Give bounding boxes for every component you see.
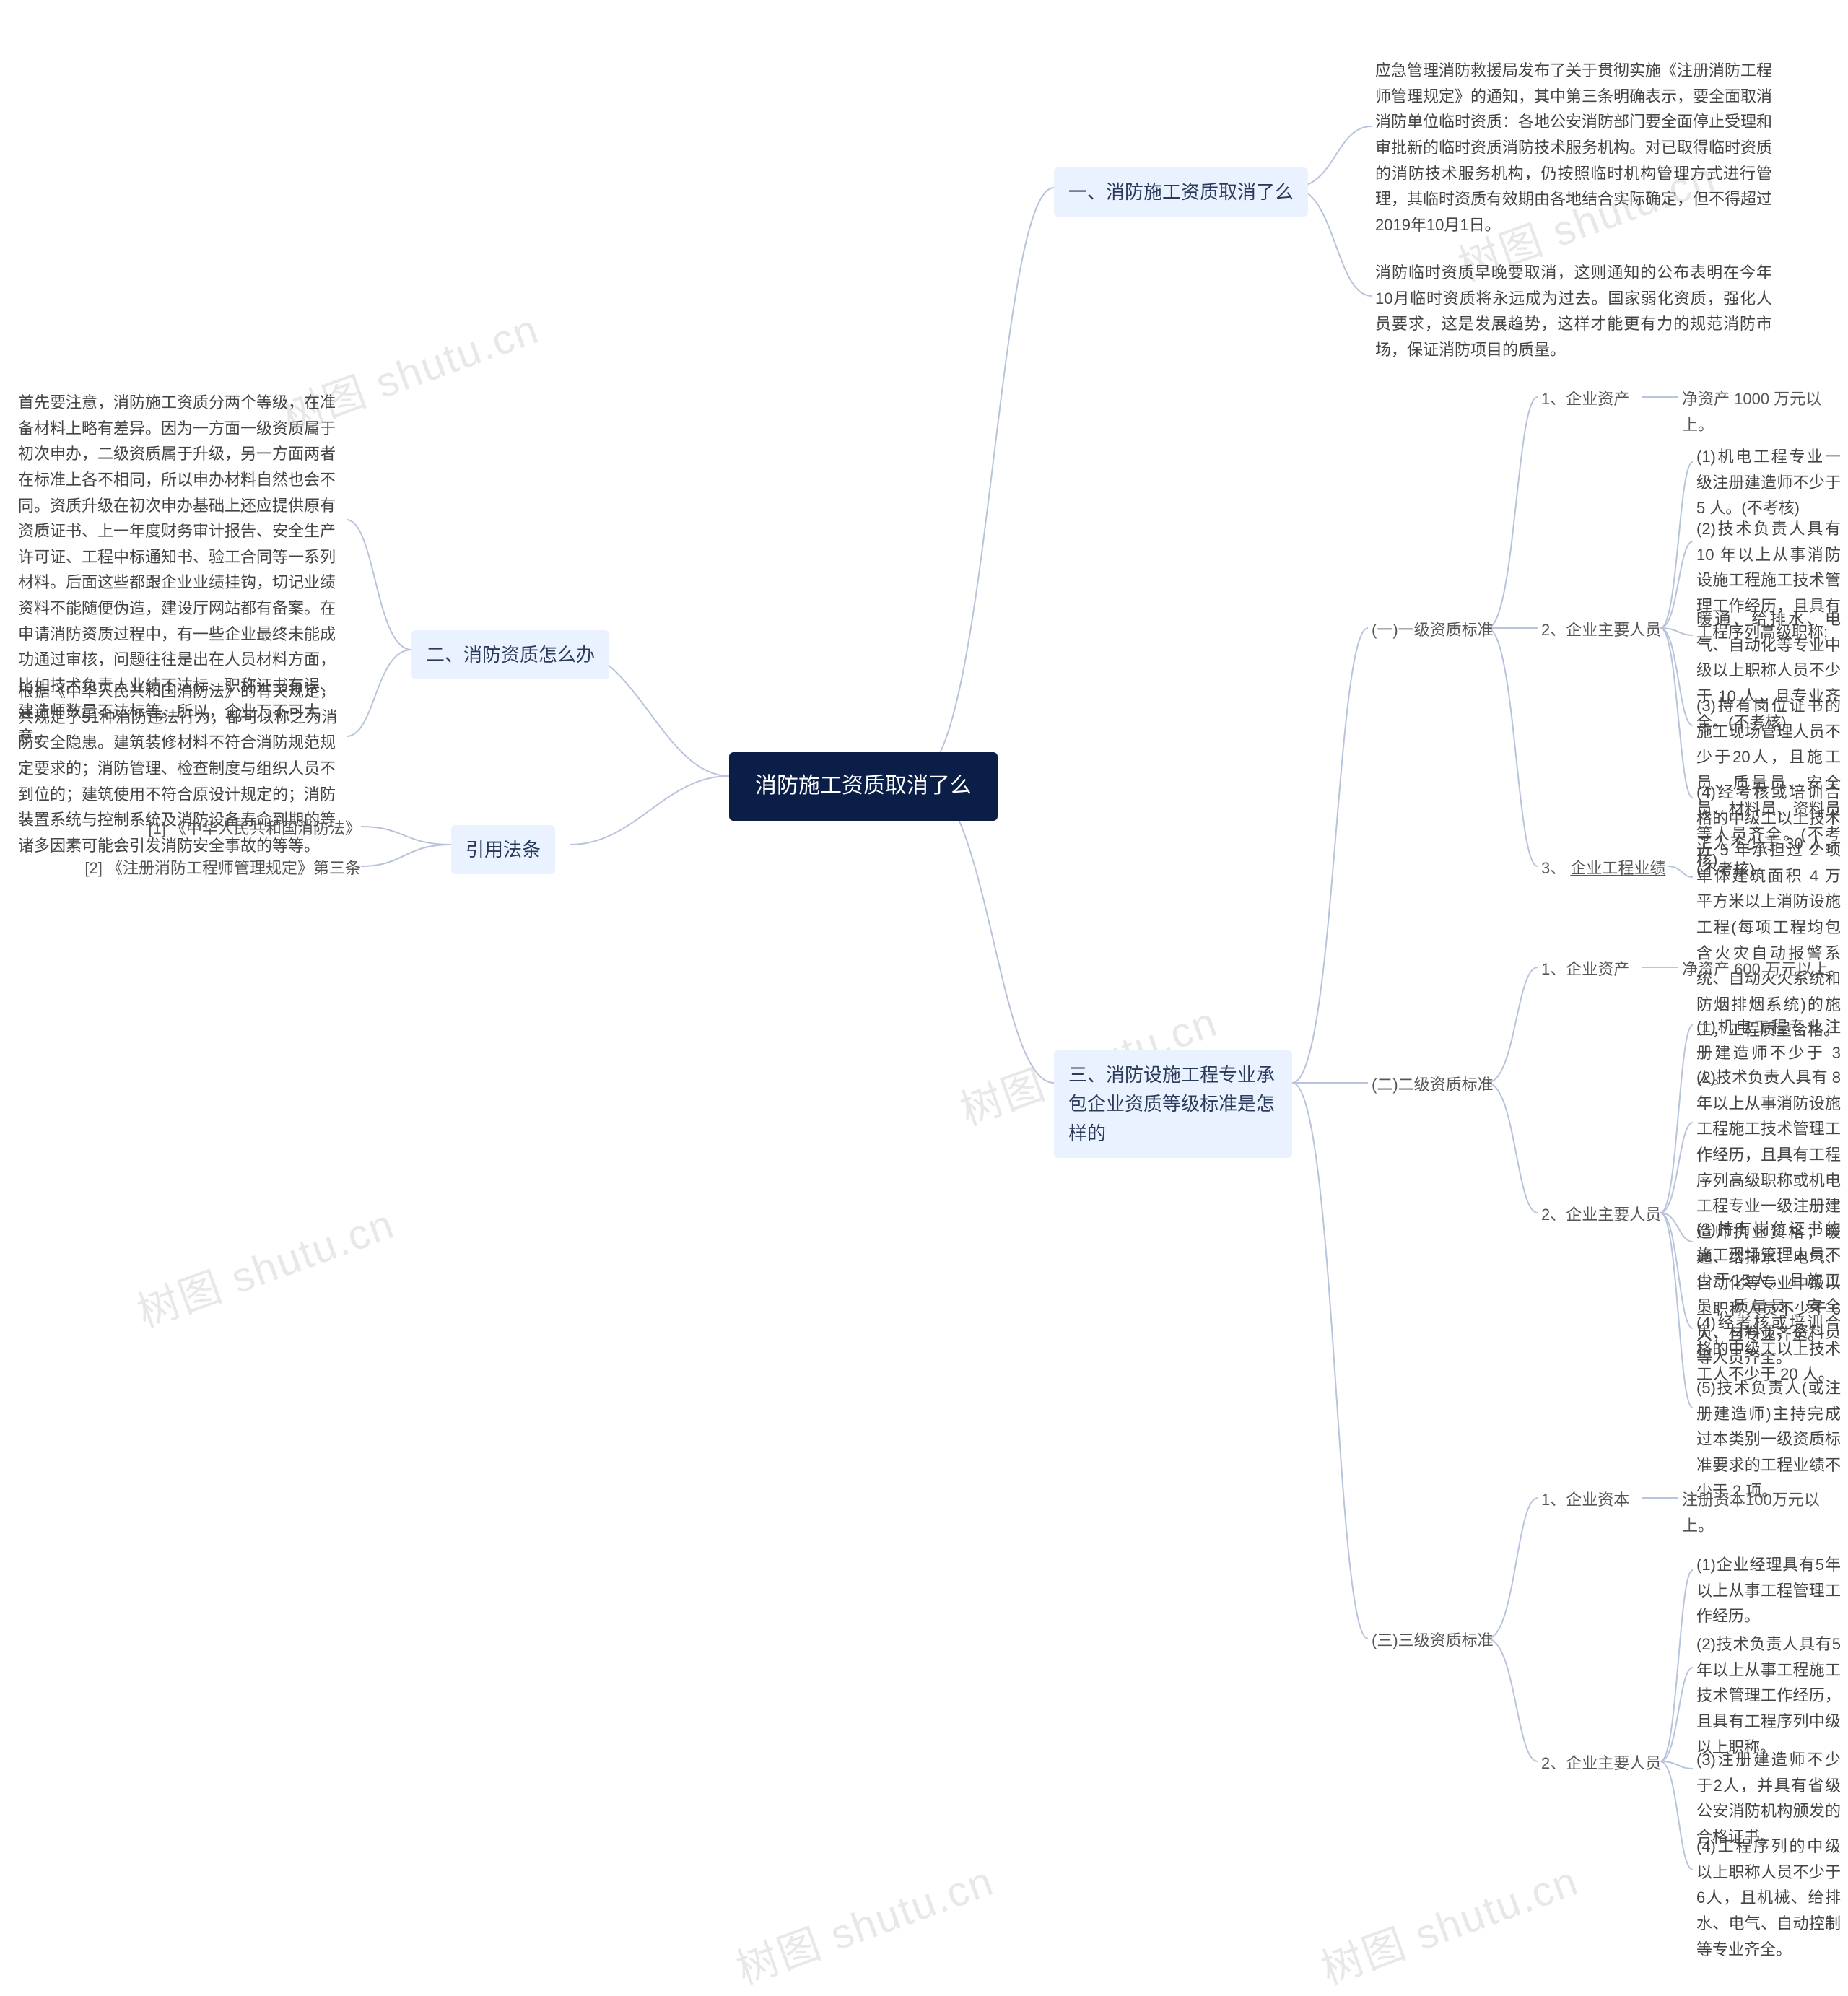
sub3-label: (三)三级资质标准 [1372, 1628, 1494, 1654]
sub1-assets-label: 1、企业资产 [1541, 386, 1629, 412]
sub1-ppl-0: (1)机电工程专业一级注册建造师不少于 5 人。(不考核) [1696, 444, 1841, 521]
sub2-label: (二)二级资质标准 [1372, 1072, 1494, 1098]
sub1-assets-text: 净资产 1000 万元以上。 [1682, 386, 1848, 437]
sub3-ppl-1: (2)技术负责人具有5年以上从事工程施工技术管理工作经历，且具有工程序列中级以上… [1696, 1631, 1841, 1760]
branch-1-label: 一、消防施工资质取消了么 [1068, 178, 1294, 206]
root-label: 消防施工资质取消了么 [755, 770, 972, 803]
watermark: 树图 shutu.cn [727, 1847, 1001, 1996]
sub2-ppl-4: (5)技术负责人(或注册建造师)主持完成过本类别一级资质标准要求的工程业绩不少于… [1696, 1375, 1841, 1504]
sub3-ppl-3: (4)工程序列的中级以上职称人员不少于6人，且机械、给排水、电气、自动控制等专业… [1696, 1834, 1841, 1962]
sub1-perf-num: 3、 [1541, 859, 1566, 877]
branch-3: 三、消防设施工程专业承包企业资质等级标准是怎样的 [1054, 1050, 1292, 1158]
sub3-ppl-0: (1)企业经理具有5年以上从事工程管理工作经历。 [1696, 1552, 1841, 1629]
branch-1: 一、消防施工资质取消了么 [1054, 167, 1308, 217]
b1-leaf-0: 应急管理消防救援局发布了关于贯彻实施《注册消防工程师管理规定》的通知，其中第三条… [1375, 58, 1772, 237]
sub1-label: (一)一级资质标准 [1372, 617, 1494, 643]
branch-4-label: 引用法条 [466, 835, 541, 864]
root-node: 消防施工资质取消了么 [729, 752, 998, 821]
branch-4: 引用法条 [451, 825, 555, 874]
sub3-people-label: 2、企业主要人员 [1541, 1751, 1661, 1777]
b4-leaf-0: [1] 《中华人民共和国消防法》 [144, 816, 361, 842]
sub1-perf: 3、 企业工程业绩 [1541, 855, 1665, 881]
branch-2: 二、消防资质怎么办 [411, 630, 609, 679]
sub2-assets-label: 1、企业资产 [1541, 956, 1629, 982]
sub1-perf-text: 近 5 年承担过 2 项单体建筑面积 4 万平方米以上消防设施工程(每项工程均包… [1696, 837, 1841, 1043]
sub1-people-label: 2、企业主要人员 [1541, 617, 1661, 643]
sub2-assets-text: 净资产 600 万元以上。 [1682, 956, 1844, 982]
sub2-people-label: 2、企业主要人员 [1541, 1202, 1661, 1228]
watermark: 树图 shutu.cn [128, 1190, 402, 1340]
branch-3-label: 三、消防设施工程专业承包企业资质等级标准是怎样的 [1068, 1060, 1278, 1148]
sub1-perf-u: 企业工程业绩 [1570, 859, 1665, 877]
sub3-cap-label: 1、企业资本 [1541, 1487, 1629, 1513]
sub3-cap-text: 注册资本100万元以上。 [1682, 1487, 1848, 1538]
b4-leaf-1: [2] 《注册消防工程师管理规定》第三条 [76, 855, 361, 881]
b1-leaf-1: 消防临时资质早晚要取消，这则通知的公布表明在今年10月临时资质将永远成为过去。国… [1375, 260, 1772, 363]
watermark: 树图 shutu.cn [1312, 1847, 1586, 1996]
branch-2-label: 二、消防资质怎么办 [426, 640, 595, 669]
